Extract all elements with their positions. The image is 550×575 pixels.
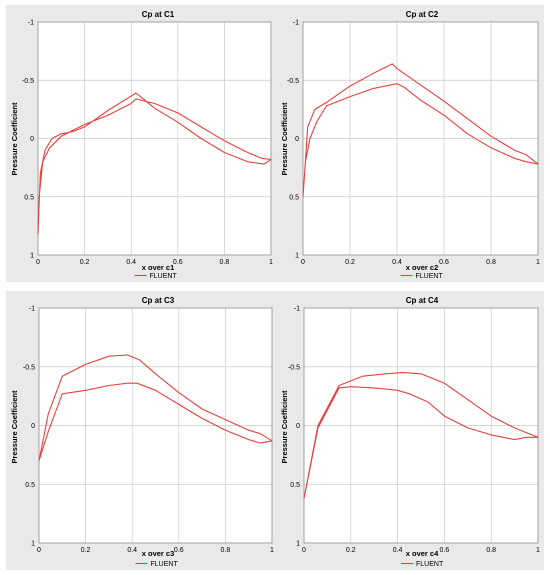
chart-title: Cp at C3 <box>142 296 175 305</box>
x-axis-label: x over c2 <box>406 263 439 272</box>
y-tick-label: -1 <box>28 20 34 27</box>
y-tick-label: -0.5 <box>288 364 300 371</box>
x-tick-label: 0.6 <box>440 547 450 554</box>
x-tick-label: 0 <box>302 547 306 554</box>
plot-area: 0 0.2 0.4 0.6 0.8 1 -1 -0.5 0 0.5 1 <box>22 20 273 267</box>
plot-border <box>303 307 539 544</box>
x-tick-label: 0 <box>37 547 41 554</box>
chart-svg-c4: Cp at C4 Pressure Coefficient x over c4 … <box>280 296 540 568</box>
y-tick-label: 0 <box>295 136 299 143</box>
plot-area: 0 0.2 0.4 0.6 0.8 1 -1 -0.5 0 0.5 1 <box>288 306 540 555</box>
chart-svg-c2: Cp at C2 Pressure Coefficient x over c2 … <box>280 10 540 280</box>
x-axis-label: x over c4 <box>406 549 439 558</box>
x-axis-label: x over c1 <box>142 263 175 272</box>
x-tick-label: 0.6 <box>174 547 184 554</box>
y-tick-label: -1 <box>29 306 35 313</box>
legend: FLUENT <box>134 273 178 280</box>
x-tick-label: 0.2 <box>81 547 91 554</box>
x-tick-label: 0.6 <box>173 259 183 266</box>
x-tick-label: 0.2 <box>346 547 356 554</box>
chart-panel-c4: Cp at C4 Pressure Coefficient x over c4 … <box>276 291 544 570</box>
x-tick-label: 0.8 <box>486 259 496 266</box>
y-axis-label: Pressure Coefficient <box>280 102 289 175</box>
legend: FLUENT <box>135 561 179 568</box>
y-axis-label: Pressure Coefficient <box>280 390 289 463</box>
y-tick-label: -0.5 <box>22 78 34 85</box>
series-line-fluent <box>38 354 273 461</box>
series-line-fluent <box>303 372 539 499</box>
x-tick-label: 0.4 <box>393 547 403 554</box>
x-tick-label: 0.4 <box>126 259 136 266</box>
y-tick-label: -1 <box>294 306 300 313</box>
chart-svg-c1: Cp at C1 Pressure Coefficient x over c1 … <box>10 10 273 280</box>
chart-panel-c1: Cp at C1 Pressure Coefficient x over c1 … <box>6 5 276 282</box>
y-tick-label: 0 <box>31 423 35 430</box>
plot-border <box>37 21 272 256</box>
x-tick-label: 1 <box>269 259 273 266</box>
y-tick-label: -0.5 <box>23 364 35 371</box>
legend-label: FLUENT <box>151 561 179 568</box>
y-tick-label: -0.5 <box>287 78 299 85</box>
y-tick-label: 0 <box>296 423 300 430</box>
y-tick-label: 0 <box>30 136 34 143</box>
chart-title: Cp at C2 <box>406 10 439 19</box>
y-tick-label: 0.5 <box>24 194 34 201</box>
x-tick-label: 0.8 <box>221 547 231 554</box>
chart-panel-c3: Cp at C3 Pressure Coefficient x over c3 … <box>6 291 276 570</box>
legend: FLUENT <box>401 561 444 568</box>
y-axis-label: Pressure Coefficient <box>10 102 19 175</box>
x-tick-label: 0.6 <box>439 259 449 266</box>
legend-label: FLUENT <box>150 273 178 280</box>
plot-area: 0 0.2 0.4 0.6 0.8 1 -1 -0.5 0 0.5 1 <box>287 20 540 267</box>
y-tick-label: 1 <box>296 541 300 548</box>
x-tick-label: 0.8 <box>220 259 230 266</box>
y-tick-label: -1 <box>293 20 299 27</box>
x-axis-label: x over c3 <box>142 549 175 558</box>
legend: FLUENT <box>400 273 444 280</box>
plot-area: 0 0.2 0.4 0.6 0.8 1 -1 -0.5 0 0.5 1 <box>23 306 274 555</box>
x-tick-label: 1 <box>270 547 274 554</box>
x-tick-label: 0.8 <box>486 547 496 554</box>
chart-svg-c3: Cp at C3 Pressure Coefficient x over c3 … <box>10 296 274 568</box>
x-tick-label: 0.2 <box>80 259 90 266</box>
legend-label: FLUENT <box>416 561 444 568</box>
x-tick-label: 1 <box>536 547 540 554</box>
chart-panel-c2: Cp at C2 Pressure Coefficient x over c2 … <box>276 5 544 282</box>
y-tick-label: 1 <box>295 253 299 260</box>
legend-label: FLUENT <box>416 273 444 280</box>
x-tick-label: 0 <box>301 259 305 266</box>
plot-border <box>38 307 273 544</box>
y-tick-label: 0.5 <box>290 482 300 489</box>
x-tick-label: 0 <box>36 259 40 266</box>
x-tick-label: 0.4 <box>127 547 137 554</box>
y-tick-label: 0.5 <box>289 194 299 201</box>
x-tick-label: 0.4 <box>392 259 402 266</box>
chart-title: Cp at C4 <box>406 296 439 305</box>
y-tick-label: 0.5 <box>25 482 35 489</box>
plot-border <box>302 21 539 256</box>
y-tick-label: 1 <box>31 541 35 548</box>
y-axis-label: Pressure Coefficient <box>10 390 19 463</box>
series-line-fluent <box>302 63 539 197</box>
x-tick-label: 0.2 <box>345 259 355 266</box>
chart-title: Cp at C1 <box>142 10 175 19</box>
y-tick-label: 1 <box>30 253 34 260</box>
series-line-fluent <box>37 92 272 235</box>
x-tick-label: 1 <box>536 259 540 266</box>
